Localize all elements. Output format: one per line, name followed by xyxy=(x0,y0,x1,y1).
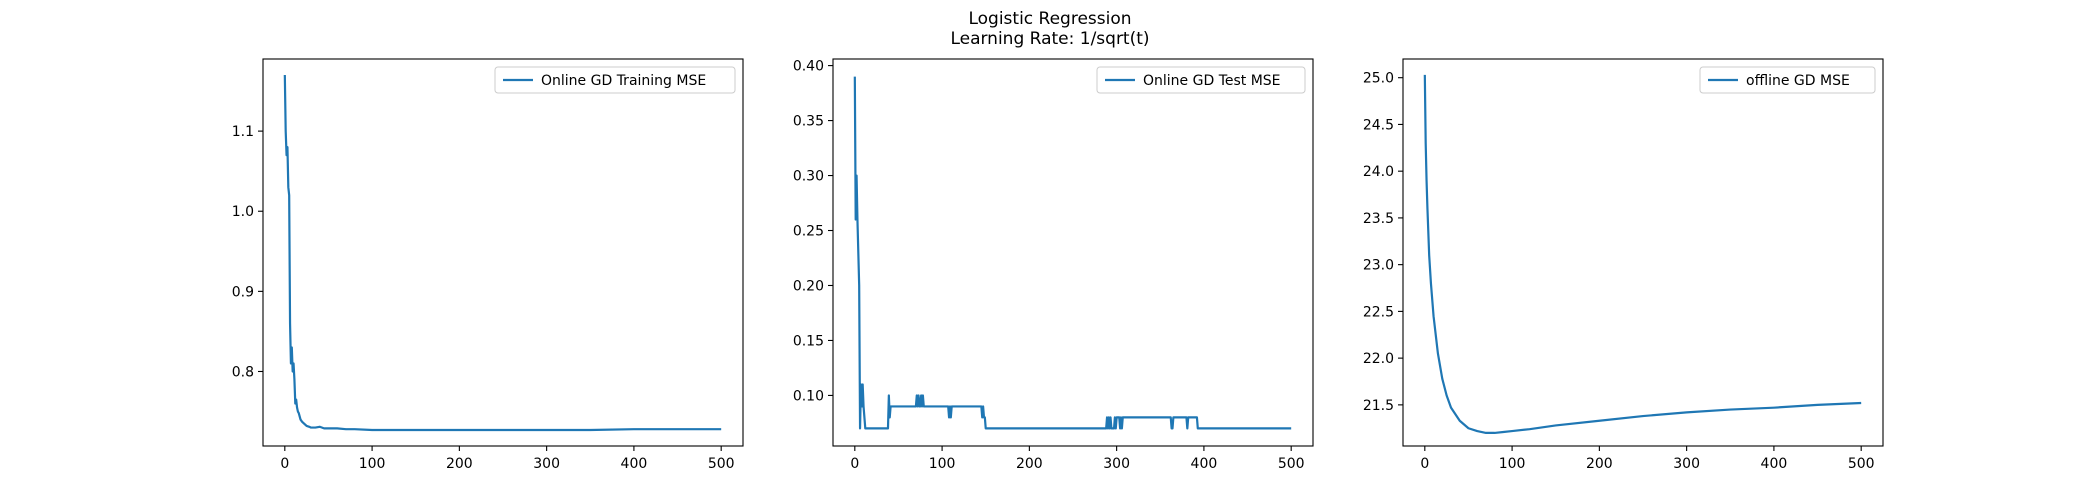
y-tick-label: 0.40 xyxy=(793,59,824,75)
x-tick-label: 400 xyxy=(1191,456,1218,472)
subplot-1: 0 100 200 300 400 500 0.8 0.9 1.0 1.1 Online GD Tr… xyxy=(232,58,744,472)
plot-area xyxy=(833,59,1313,446)
y-tick-label: 0.25 xyxy=(793,224,824,240)
y-tick-label: 23.5 xyxy=(1363,211,1394,227)
x-tick-label: 200 xyxy=(1586,456,1613,472)
legend-box xyxy=(1096,66,1306,94)
subplot-3: 0 100 200 300 400 500 21.5 22.0 22.5 23.0 23.5 24.0… xyxy=(1363,58,1884,472)
legend-label: Online GD Test MSE xyxy=(1143,73,1281,89)
y-tick-label: 0.10 xyxy=(793,388,824,404)
subplot-2: 0 100 200 300 400 500 0.10 0.15 0.20 0.25 0.30 0.35… xyxy=(793,58,1314,472)
series-line-1 xyxy=(1423,74,1862,435)
legend: Online GD Test MSE xyxy=(1096,66,1306,94)
y-tick-label: 25.0 xyxy=(1363,71,1394,87)
y-tick-label: 1.1 xyxy=(232,124,254,140)
x-tick-label: 500 xyxy=(708,456,735,472)
x-tick-label: 200 xyxy=(1016,456,1043,472)
legend: offline GD MSE xyxy=(1699,66,1876,94)
legend-box xyxy=(1699,66,1876,94)
x-tick-label: 500 xyxy=(1848,456,1875,472)
subplots: 0 100 200 300 400 500 0.8 0.9 1.0 1.1 Online GD Tr… xyxy=(232,58,1884,472)
x-tick-label: 300 xyxy=(533,456,560,472)
x-tick-label: 100 xyxy=(1499,456,1526,472)
axes-frame xyxy=(1402,58,1884,447)
plot-area xyxy=(263,59,743,446)
legend: Online GD Training MSE xyxy=(494,66,736,94)
x-tick-label: 500 xyxy=(1278,456,1305,472)
series-line-1 xyxy=(283,75,722,432)
y-tick-label: 0.35 xyxy=(793,114,824,130)
x-tick-label: 100 xyxy=(929,456,956,472)
axes-frame xyxy=(832,58,1314,447)
y-tick-label: 24.5 xyxy=(1363,117,1394,133)
y-tick-label: 0.15 xyxy=(793,333,824,349)
y-tick-label: 0.30 xyxy=(793,169,824,185)
figure-title-line-2: Learning Rate: 1/sqrt(t) xyxy=(950,29,1149,49)
axes-frame xyxy=(262,58,744,447)
y-tick-label: 22.5 xyxy=(1363,304,1394,320)
x-tick-label: 200 xyxy=(446,456,473,472)
figure-title-line-1: Logistic Regression xyxy=(968,9,1131,29)
y-tick-label: 22.0 xyxy=(1363,351,1394,367)
series-line-1 xyxy=(853,76,1292,430)
x-tick-label: 300 xyxy=(1103,456,1130,472)
x-tick-label: 100 xyxy=(359,456,386,472)
x-tick-label: 0 xyxy=(280,456,289,472)
y-tick-label: 23.0 xyxy=(1363,258,1394,274)
y-tick-label: 24.0 xyxy=(1363,164,1394,180)
legend-box xyxy=(494,66,736,94)
plot-area xyxy=(1403,59,1883,446)
x-tick-label: 0 xyxy=(850,456,859,472)
x-tick-label: 0 xyxy=(1420,456,1429,472)
y-tick-label: 21.5 xyxy=(1363,398,1394,414)
legend-label: offline GD MSE xyxy=(1746,73,1850,89)
x-tick-label: 400 xyxy=(1761,456,1788,472)
x-tick-label: 300 xyxy=(1673,456,1700,472)
legend-label: Online GD Training MSE xyxy=(541,73,706,89)
y-tick-label: 0.20 xyxy=(793,278,824,294)
x-tick-label: 400 xyxy=(621,456,648,472)
y-tick-label: 1.0 xyxy=(232,204,254,220)
y-tick-label: 0.9 xyxy=(232,284,254,300)
y-tick-label: 0.8 xyxy=(232,364,254,380)
